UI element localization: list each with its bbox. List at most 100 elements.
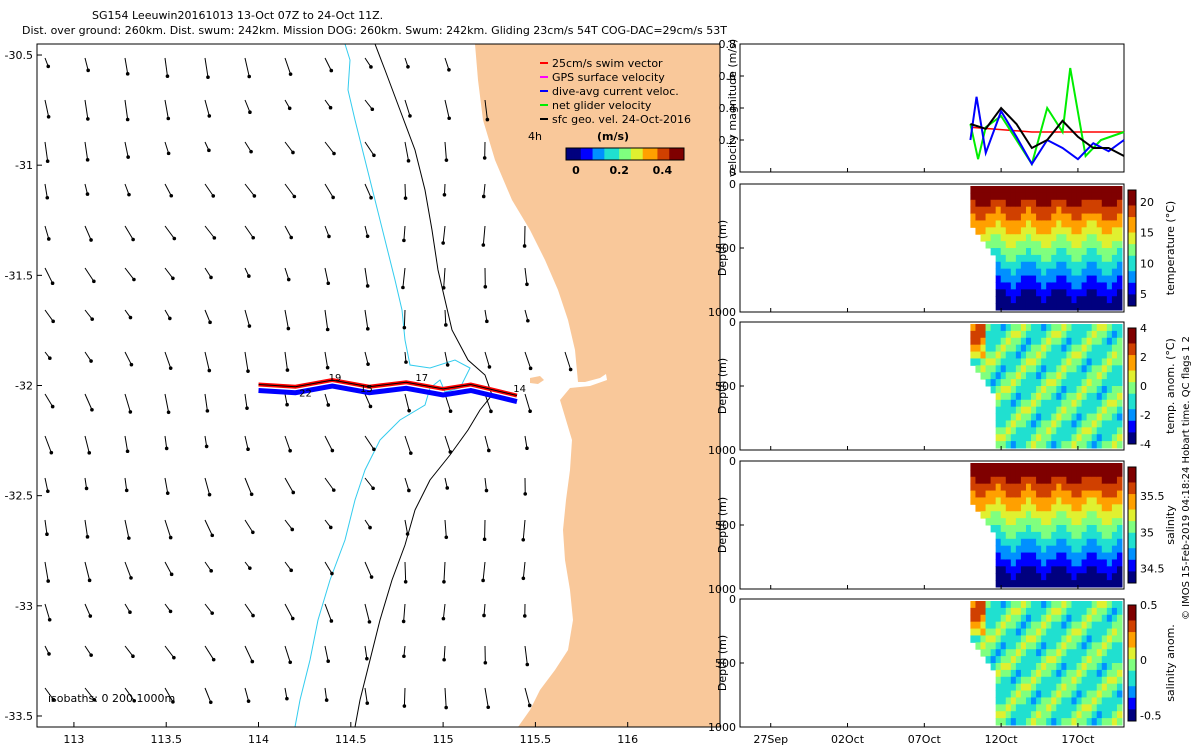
heatmap-cell xyxy=(985,490,992,498)
heatmap-cell xyxy=(1101,580,1108,588)
heatmap-cell xyxy=(1056,463,1062,471)
geo-arrow xyxy=(524,351,532,369)
heatmap-cell xyxy=(1096,220,1103,228)
heatmap-cell xyxy=(1076,254,1083,263)
heatmap-cell xyxy=(1066,621,1072,630)
heatmap-cell xyxy=(1031,248,1037,256)
heatmap-cell xyxy=(1010,635,1017,643)
geo-arrow-head xyxy=(407,488,411,493)
heatmap-cell xyxy=(995,511,1002,519)
colorbar-cell xyxy=(1128,663,1136,668)
heatmap-cell xyxy=(995,697,1002,705)
heatmap-cell xyxy=(1051,441,1057,449)
heatmap-cell xyxy=(1091,663,1098,671)
heatmap-cell xyxy=(980,463,987,471)
heatmap-cell xyxy=(1116,614,1123,623)
geo-arrow-head xyxy=(207,492,212,497)
heatmap-cell xyxy=(1081,704,1088,712)
heatmap-cell xyxy=(1071,392,1078,401)
heatmap-cell xyxy=(985,213,992,221)
colorbar-cell xyxy=(1128,579,1136,584)
heatmap-cell xyxy=(1020,234,1027,242)
heatmap-cell xyxy=(995,275,1002,283)
heatmap-cell xyxy=(1066,663,1072,671)
heatmap-cell xyxy=(1036,434,1042,442)
heatmap-cell xyxy=(1091,351,1098,359)
heatmap-cell xyxy=(1076,683,1083,692)
heatmap-cell xyxy=(1066,690,1072,698)
heatmap-cell xyxy=(1081,697,1088,705)
heatmap-cell xyxy=(1091,463,1098,471)
time-tick-label: 07Oct xyxy=(908,733,942,746)
heatmap-cell xyxy=(1071,406,1078,415)
heatmap-cell xyxy=(1081,192,1088,201)
geo-arrow xyxy=(164,477,169,494)
heatmap-cell xyxy=(1066,344,1072,353)
heatmap-cell xyxy=(1111,372,1118,380)
heatmap-cell xyxy=(1101,601,1108,609)
heatmap-cell xyxy=(1010,289,1017,297)
heatmap-cell xyxy=(1066,324,1072,332)
heatmap-cell xyxy=(1066,358,1072,366)
heatmap-cell xyxy=(1091,386,1098,394)
heatmap-cell xyxy=(1061,463,1067,471)
heatmap-cell xyxy=(1025,254,1032,263)
heatmap-cell xyxy=(1101,206,1108,215)
geo-arrow xyxy=(204,477,211,495)
heatmap-cell xyxy=(1015,545,1022,554)
heatmap-cell xyxy=(995,365,1002,373)
heatmap-cell xyxy=(1101,511,1108,519)
heatmap-cell xyxy=(1071,337,1078,346)
heatmap-cell xyxy=(1051,601,1057,609)
heatmap-cell xyxy=(1066,559,1072,567)
heatmap-cell xyxy=(990,490,997,498)
heatmap-cell xyxy=(1015,406,1022,415)
geo-arrow-head xyxy=(481,194,486,199)
heatmap-cell xyxy=(1036,642,1042,650)
heatmap-cell xyxy=(1066,289,1072,297)
colorbar-cell xyxy=(1128,339,1136,344)
heatmap-cell xyxy=(1096,254,1103,263)
colorbar-cell xyxy=(1128,528,1136,534)
heatmap-cell xyxy=(1015,220,1022,228)
geo-arrow xyxy=(204,99,210,117)
heatmap-cell xyxy=(1081,483,1088,492)
isobath-note: isobaths: 0 200 1000m xyxy=(48,692,175,705)
geo-arrow-head xyxy=(208,320,212,325)
heatmap-cell xyxy=(1031,531,1037,540)
heatmap-cell xyxy=(1046,511,1052,519)
geo-arrow xyxy=(324,687,328,701)
heatmap-cell xyxy=(1015,199,1022,208)
heatmap-cell xyxy=(1056,504,1062,512)
heatmap-cell xyxy=(1086,372,1093,380)
geo-arrow xyxy=(164,435,168,449)
heatmap-cell xyxy=(1036,324,1042,332)
geo-arrow xyxy=(404,561,407,582)
heatmap-cell xyxy=(985,186,992,194)
heatmap-cell xyxy=(1101,192,1108,201)
colorbar-cell xyxy=(1128,697,1136,703)
heatmap-cell xyxy=(1071,241,1078,249)
heatmap-cell xyxy=(1046,490,1052,498)
heatmap-cell xyxy=(990,379,997,387)
geo-arrow xyxy=(44,225,50,240)
heatmap-cell xyxy=(995,241,1002,249)
geo-arrow xyxy=(484,393,492,412)
heatmap-cell xyxy=(1031,379,1037,387)
geo-arrow xyxy=(524,687,531,706)
track-label: 19 xyxy=(329,373,342,384)
heatmap-cell xyxy=(1086,552,1093,560)
heatmap-cell xyxy=(1091,628,1098,636)
heatmap-cell xyxy=(1096,559,1103,567)
heatmap-cell xyxy=(1041,261,1047,270)
heatmap-cell xyxy=(1061,392,1067,401)
heatmap-cell xyxy=(1116,248,1123,256)
heatmap-cell xyxy=(1005,303,1012,311)
heatmap-cell xyxy=(1010,469,1017,478)
heatmap-cell xyxy=(1005,379,1012,387)
heatmap-cell xyxy=(1000,545,1007,554)
heatmap-cell xyxy=(1000,676,1007,685)
heatmap-cell xyxy=(1015,676,1022,685)
heatmap-cell xyxy=(1096,552,1103,560)
